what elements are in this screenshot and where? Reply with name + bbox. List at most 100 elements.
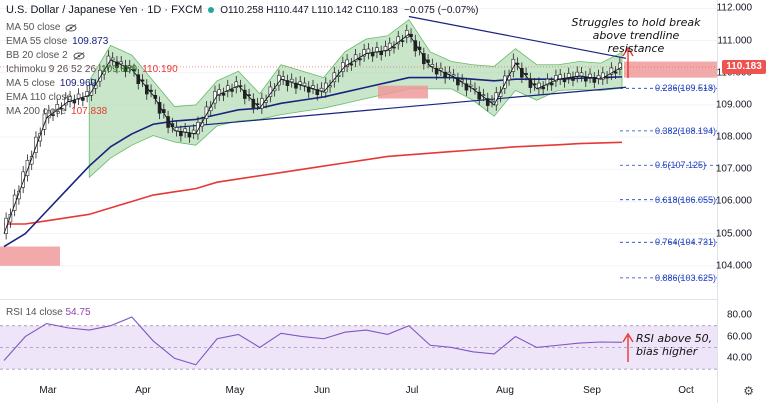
legend-value: 109.889 xyxy=(101,64,138,75)
ema55-line xyxy=(3,76,623,248)
legend-ichimoku[interactable]: Ichimoku 9 26 52 26 109.889 110.190 xyxy=(6,64,178,75)
candle-body xyxy=(379,51,383,56)
price-tick: 107.000 xyxy=(715,163,752,175)
fib-label: 0.382(108.194) xyxy=(655,125,717,136)
price-chart[interactable] xyxy=(0,0,718,300)
candle-body xyxy=(439,67,443,71)
legend-ema110[interactable]: EMA 110 close xyxy=(6,92,72,103)
candle-body xyxy=(123,65,128,72)
candle-body xyxy=(571,76,575,81)
price-tick: 106.000 xyxy=(715,195,752,207)
candle-body xyxy=(345,59,349,67)
candle-body xyxy=(537,82,541,90)
rsi-line xyxy=(3,316,623,366)
candle-body xyxy=(183,128,187,133)
candle-body xyxy=(34,136,38,153)
rsi-chart[interactable] xyxy=(0,300,718,382)
legend-ma50[interactable]: MA 50 close xyxy=(6,22,77,33)
legend-ema55[interactable]: EMA 55 close 109.873 xyxy=(6,36,108,47)
candle-body xyxy=(460,79,464,82)
rsi-tick: 40.00 xyxy=(726,352,752,364)
candle-body xyxy=(511,58,516,72)
candle-body xyxy=(549,82,554,86)
candle-body xyxy=(473,87,477,90)
candle-body xyxy=(51,114,55,116)
candle-body xyxy=(579,72,584,77)
price-tick: 108.000 xyxy=(715,131,752,143)
pane-separator[interactable] xyxy=(0,299,718,300)
candle-body xyxy=(464,83,469,91)
fib-label: 0.618(106.055) xyxy=(655,194,717,205)
candle-body xyxy=(4,217,8,234)
hidden-eye-icon[interactable] xyxy=(65,23,77,32)
rsi-tick: 60.00 xyxy=(726,331,752,343)
resistance-trendline[interactable] xyxy=(408,15,627,59)
hidden-eye-icon[interactable] xyxy=(73,51,85,60)
time-tick: Oct xyxy=(678,385,694,396)
candle-body xyxy=(481,94,486,96)
candle-body xyxy=(289,78,294,83)
candle-body xyxy=(12,194,17,211)
time-tick: Jul xyxy=(405,385,419,396)
candle-body xyxy=(545,78,550,86)
price-tick: 109.000 xyxy=(715,99,752,111)
candle-body xyxy=(221,93,226,96)
candle-body xyxy=(362,49,366,57)
gear-icon[interactable]: ⚙ xyxy=(743,384,754,398)
candle-body xyxy=(562,78,567,83)
candle-body xyxy=(217,89,222,96)
legend-name: MA 200 close xyxy=(6,106,67,117)
candle-body xyxy=(8,214,13,223)
candle-body xyxy=(494,92,499,106)
fib-label: 0.5(107.125) xyxy=(655,160,707,171)
candle-body xyxy=(38,132,43,142)
candle-body xyxy=(85,91,89,97)
price-axis[interactable]: 112.000111.000110.000109.000108.000107.0… xyxy=(715,0,768,403)
candle-body xyxy=(541,86,545,90)
market-status-icon xyxy=(208,7,215,13)
candle-body xyxy=(319,87,324,92)
legend-ma200[interactable]: MA 200 close 107.838 xyxy=(6,106,107,117)
fib-label: 0.236(109.518) xyxy=(655,83,717,94)
legend-value: 109.873 xyxy=(72,36,109,47)
legend-bb20[interactable]: BB 20 close 2 xyxy=(6,50,85,61)
candle-body xyxy=(370,52,375,57)
time-tick: Sep xyxy=(583,385,601,396)
current-price-tag: 110.183 xyxy=(722,59,766,74)
up-arrow-head-icon xyxy=(622,332,634,343)
candle-body xyxy=(605,76,609,79)
candle-body xyxy=(281,76,285,80)
candle-body xyxy=(119,61,124,65)
candle-body xyxy=(298,81,303,85)
candle-body xyxy=(311,85,315,89)
candle-body xyxy=(601,72,605,80)
support-trendline[interactable] xyxy=(174,86,627,129)
symbol-title[interactable]: U.S. Dollar / Japanese Yen · 1D · FXCM xyxy=(6,4,203,16)
legend-ma5[interactable]: MA 5 close 109.969 xyxy=(6,78,96,89)
ma200-line xyxy=(4,141,623,225)
candle-body xyxy=(17,190,21,200)
trendline-annotation: Struggles to hold break above trendline … xyxy=(571,16,701,55)
candle-body xyxy=(76,93,81,100)
legend-name: BB 20 close 2 xyxy=(6,50,68,61)
candle-body xyxy=(447,71,452,75)
candle-body xyxy=(502,75,507,89)
chart-header: U.S. Dollar / Japanese Yen · 1D · FXCM O… xyxy=(6,4,479,16)
legend-value: 109.969 xyxy=(59,78,97,89)
up-arrow-head-icon xyxy=(622,46,634,57)
ichimoku-cloud xyxy=(88,19,623,179)
time-tick: Aug xyxy=(496,385,514,396)
candle-body xyxy=(29,156,34,165)
candle-body xyxy=(110,57,115,61)
candle-body xyxy=(230,89,234,92)
candle-body xyxy=(59,107,64,110)
candle-body xyxy=(68,96,72,103)
candle-body xyxy=(115,61,119,68)
close-line xyxy=(3,33,623,234)
ichimoku-cloud-bearish xyxy=(0,246,60,266)
candle-body xyxy=(21,171,25,188)
rsi-legend[interactable]: RSI 14 close 54.75 xyxy=(6,307,91,318)
legend-name: MA 5 close xyxy=(6,78,55,89)
candle-body xyxy=(42,113,47,130)
time-tick: Apr xyxy=(135,385,151,396)
